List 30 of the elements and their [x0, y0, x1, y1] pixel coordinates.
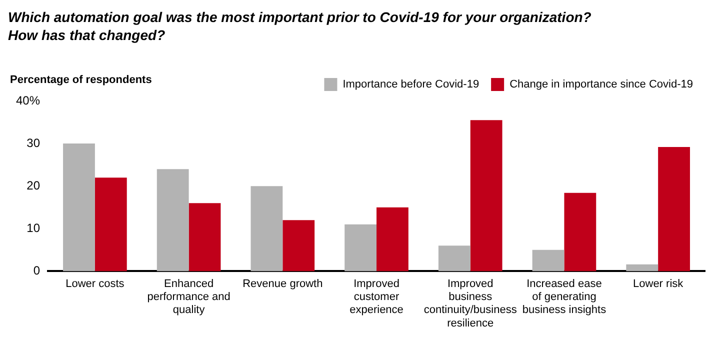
- bar: [188, 203, 221, 272]
- bar: [282, 220, 315, 272]
- bar: [470, 120, 502, 272]
- bar: [626, 264, 658, 272]
- x-tick-label: Improved business continuity/business resilience: [424, 278, 518, 330]
- x-tick-label: Revenue growth: [242, 278, 323, 290]
- x-tick-label: Improved customer experience: [350, 278, 404, 316]
- bar: [438, 246, 470, 272]
- y-tick-label: 30: [26, 136, 40, 150]
- x-tick-label: Lower costs: [66, 278, 125, 290]
- bar: [658, 146, 690, 272]
- bar: [344, 224, 377, 272]
- bar: [250, 186, 283, 272]
- y-tick-label: 10: [26, 220, 40, 235]
- y-tick-label: 0: [33, 264, 40, 278]
- y-tick-label: 40%: [16, 93, 40, 108]
- y-axis-title: Percentage of respondents: [10, 74, 152, 86]
- x-tick-label: Lower risk: [633, 278, 684, 290]
- bar: [63, 144, 95, 272]
- x-tick-label: Increased ease of generating business insights: [522, 278, 607, 316]
- chart-title: Which automation goal was the most important prior to Covid-19 for your organization? How has that changed?: [8, 8, 592, 44]
- bar: [564, 192, 596, 272]
- y-tick-label: 20: [26, 178, 40, 192]
- bar: [376, 207, 408, 272]
- x-tick-label: Enhanced performance and quality: [147, 278, 230, 316]
- bar: [94, 178, 127, 272]
- bar: [532, 250, 564, 272]
- legend-label: Importance before Covid-19: [342, 78, 480, 91]
- legend-label: Change in importance since Covid-19: [510, 78, 694, 91]
- bar: [156, 169, 189, 272]
